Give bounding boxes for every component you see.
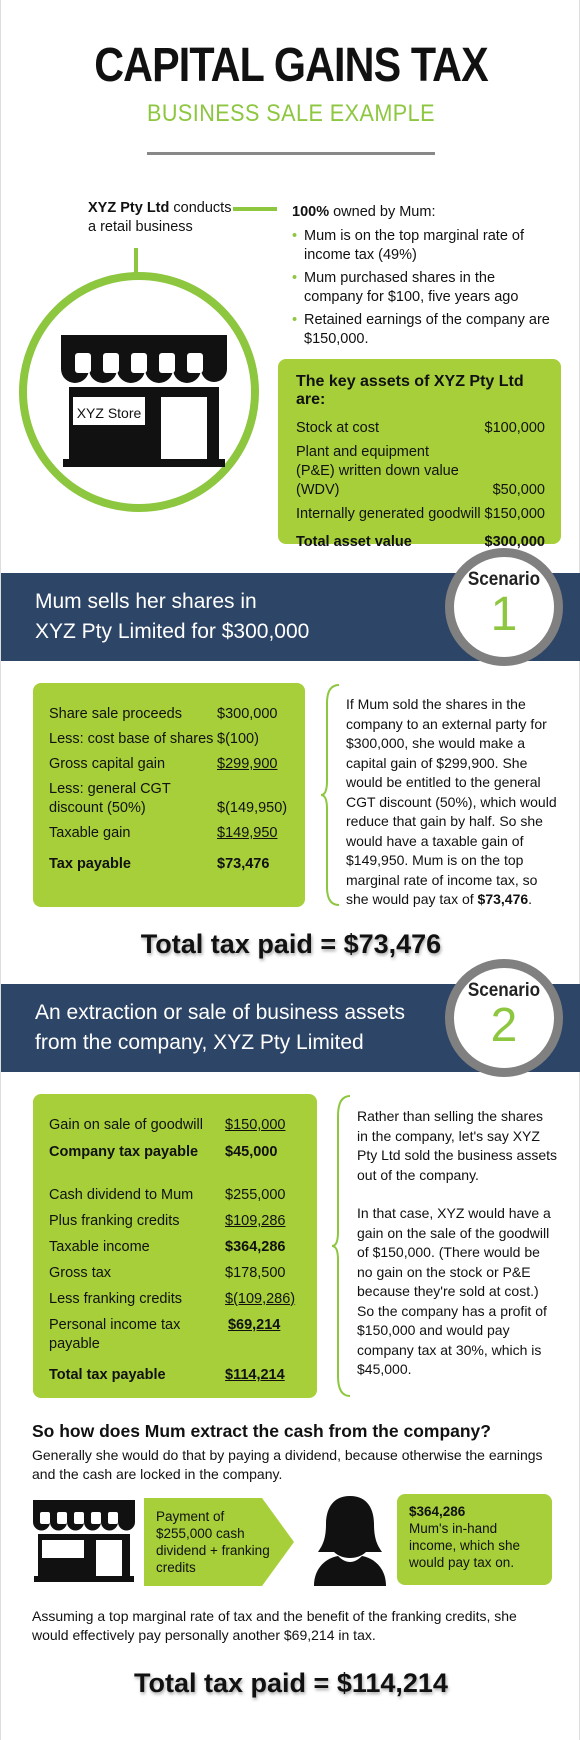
scenario2-row: Gross tax $178,500 [49,1265,286,1281]
title-divider [147,152,435,155]
scenario1-row: discount (50%) $(149,950) [49,800,288,816]
ownership-bullet: Retained earnings of the company are $15… [292,311,552,349]
company-name: XYZ Pty Ltd [88,200,170,216]
page-subtitle: BUSINESS SALE EXAMPLE [147,100,435,127]
scenario2-gain-row: Gain on sale of goodwill $150,000 [49,1117,286,1133]
company-desc-1: conducts [173,200,232,216]
scenario1-row: Less: cost base of shares $(100) [49,731,259,747]
store-icon [61,335,227,467]
scenario1-row: Gross capital gain $299,900 [49,756,278,772]
connector-line-vertical [134,248,138,276]
store-sign: XYZ Store [76,405,142,421]
extract-footer: Assuming a top marginal rate of tax and … [32,1608,517,1643]
payment-arrow [144,1498,294,1586]
scenario1-title-line1: Mum sells her shares in [35,590,257,613]
key-assets-heading: The key assets of XYZ Pty Ltd are: [296,373,524,408]
scenario2-row: Less franking credits $(109,286) [49,1291,296,1307]
person-icon [314,1496,386,1586]
ownership-bullet: Mum is on the top marginal rate of incom… [292,227,552,265]
income-box: $364,286 Mum's in-hand income, which she… [397,1494,552,1585]
store-small-icon [33,1500,135,1582]
scenario2-title-line1: An extraction or sale of business assets [35,1001,406,1024]
extract-text: Generally she would do that by paying a … [32,1447,543,1482]
scenario2-paragraph: Rather than selling the shares in the co… [357,1108,557,1183]
scenario2-title-line2: from the company, XYZ Pty Limited [35,1031,364,1054]
scenario1-total: Total tax paid = $73,476 [140,929,442,959]
scenario2-row: Plus franking credits $109,286 [49,1213,286,1229]
scenario1-badge-word: Scenario [467,569,541,590]
scenario2-total-row: Total tax payable $114,214 [49,1367,285,1383]
scenario2-brace [331,1095,351,1397]
scenario2-calc-box: Gain on sale of goodwill $150,000 Company… [33,1094,317,1398]
scenario2-row: Personal income tax payable $69,214 [49,1317,281,1352]
asset-row: Internally generated goodwill $150,000 [296,506,545,522]
page-title: CAPITAL GAINS TAX [94,39,488,92]
scenario1-row: Taxable gain $149,950 [49,825,278,841]
extract-heading: So how does Mum extract the cash from th… [32,1421,491,1441]
scenario1-row: Share sale proceeds $300,000 [49,706,278,722]
scenario2-company-tax-row: Company tax payable $45,000 [49,1144,278,1160]
asset-total-row: Total asset value $300,000 [296,534,545,550]
asset-row: Stock at cost $100,000 [296,420,545,436]
final-total: Total tax paid = $114,214 [134,1668,448,1698]
scenario1-row: Less: general CGT [49,781,171,797]
scenario1-brace [320,684,340,906]
scenario1-calc-box: Share sale proceeds $300,000 Less: cost b… [33,683,305,907]
scenario2-badge-word: Scenario [467,980,541,1001]
payment-text: Payment of $255,000 cash dividend + fran… [156,1509,270,1575]
ownership-bullet: Mum purchased shares in the company for … [292,269,552,307]
scenario2-paragraph: In that case, XYZ would have a gain on t… [357,1205,551,1377]
company-description: XYZ Pty Ltd conducts a retail business [88,199,248,237]
asset-row: Plant and equipment (P&E) written down v… [296,444,545,498]
scenario1-tax-row: Tax payable $73,476 [49,856,270,872]
scenario1-title-line2: XYZ Pty Limited for $300,000 [35,620,310,643]
scenario2-row: Cash dividend to Mum $255,000 [49,1187,286,1203]
scenario1-badge: Scenario 1 [445,548,563,666]
ownership-heading: 100% owned by Mum: [292,204,436,220]
scenario1-explanation: If Mum sold the shares in the company to… [346,696,557,907]
ownership-section: 100% owned by Mum: Mum is on the top mar… [292,203,552,353]
key-assets-box: The key assets of XYZ Pty Ltd are: Stock… [278,359,561,550]
income-text: Mum's in-hand income, which she would pa… [409,1521,521,1570]
scenario1-badge-number: 1 [490,588,518,641]
scenario2-row: Taxable income $364,286 [49,1239,286,1255]
scenario2-badge-number: 2 [490,999,518,1052]
scenario2-explanation: Rather than selling the shares in the co… [357,1107,557,1380]
company-desc-2: a retail business [88,219,193,235]
connector-line [233,207,277,211]
scenario2-badge: Scenario 2 [445,959,563,1077]
income-amount: $364,286 [409,1504,466,1519]
